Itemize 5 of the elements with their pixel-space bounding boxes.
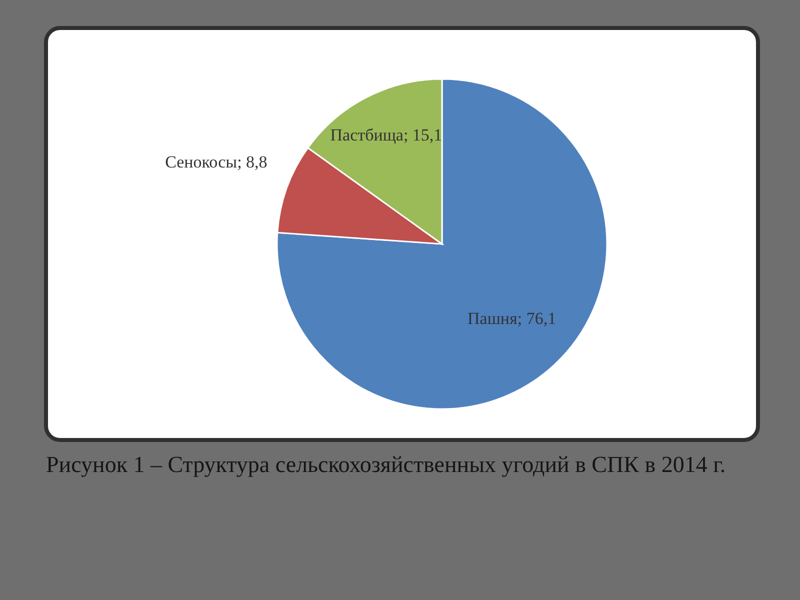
slice-label: Сенокосы; 8,8	[165, 152, 268, 172]
slice-label: Пастбища; 15,1	[330, 125, 442, 144]
pie-slice	[276, 78, 608, 410]
text: Рисунок 1 – Структура сельскохозяйственных угодий в СПК в 2014 г.	[46, 452, 726, 477]
slice-label: Пашня; 76,1	[468, 308, 556, 328]
